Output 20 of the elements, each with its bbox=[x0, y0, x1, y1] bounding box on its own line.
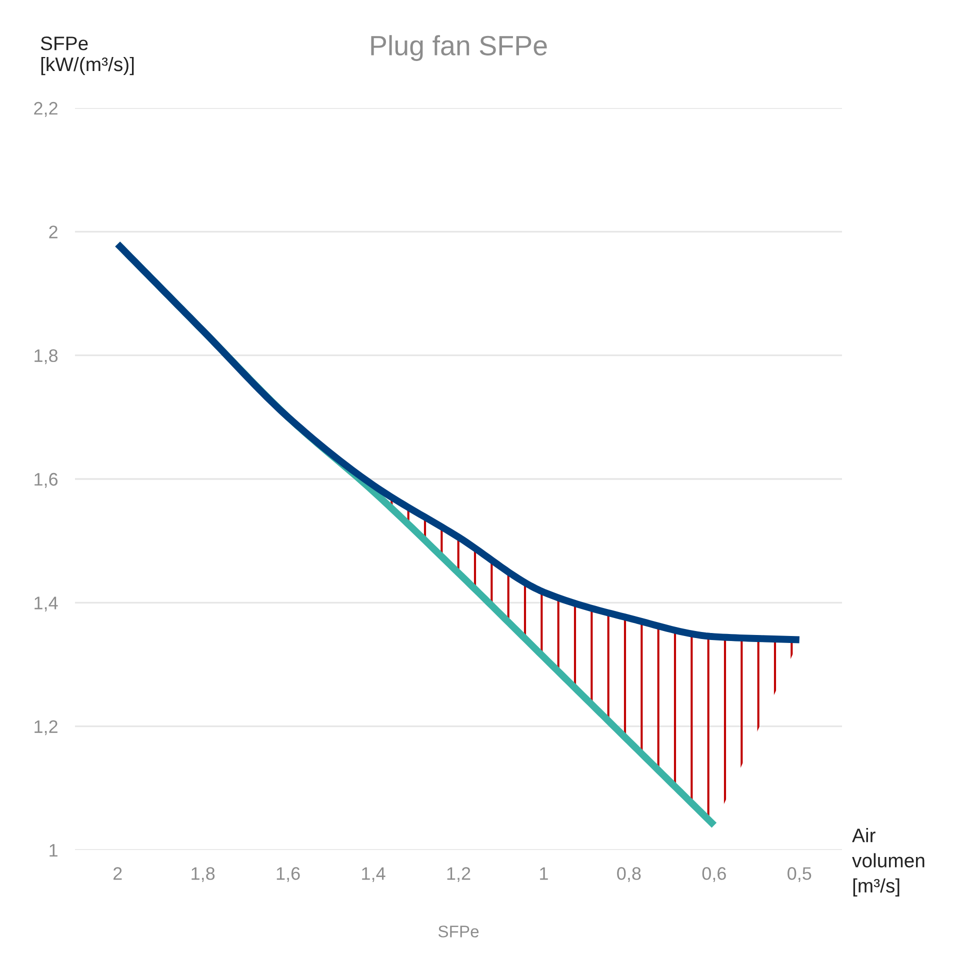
y-tick-label: 1 bbox=[50, 844, 58, 857]
x-tick-label: 2 bbox=[114, 867, 122, 880]
x-tick-label: 1,2 bbox=[447, 867, 470, 882]
x-tick-label: 0,8 bbox=[617, 867, 641, 882]
y-tick-label: 1,8 bbox=[34, 349, 58, 364]
y-tick-label: 1,4 bbox=[34, 596, 58, 612]
x-tick-label: 1 bbox=[540, 867, 548, 880]
y-axis-title: SFPe [kW/(m³/s)] bbox=[40, 36, 134, 76]
x-axis-title: SFPe bbox=[438, 926, 479, 938]
x-tick-label: 1,6 bbox=[276, 867, 300, 882]
x-tick-label: 0,5 bbox=[788, 867, 812, 882]
y-tick-label: 2 bbox=[49, 226, 58, 238]
y-tick-label: 1,2 bbox=[34, 720, 58, 736]
x-tick-label: 1,4 bbox=[362, 867, 386, 882]
chart-title: Plug fan SFPe bbox=[371, 35, 547, 61]
x-tick-label: 0,6 bbox=[702, 867, 726, 882]
y-tick-label: 1,6 bbox=[34, 472, 58, 488]
text: Air volumen [m³/s] bbox=[852, 828, 924, 896]
y-tick-label: 2,2 bbox=[34, 102, 58, 117]
x-tick-label: 1,8 bbox=[192, 867, 215, 882]
